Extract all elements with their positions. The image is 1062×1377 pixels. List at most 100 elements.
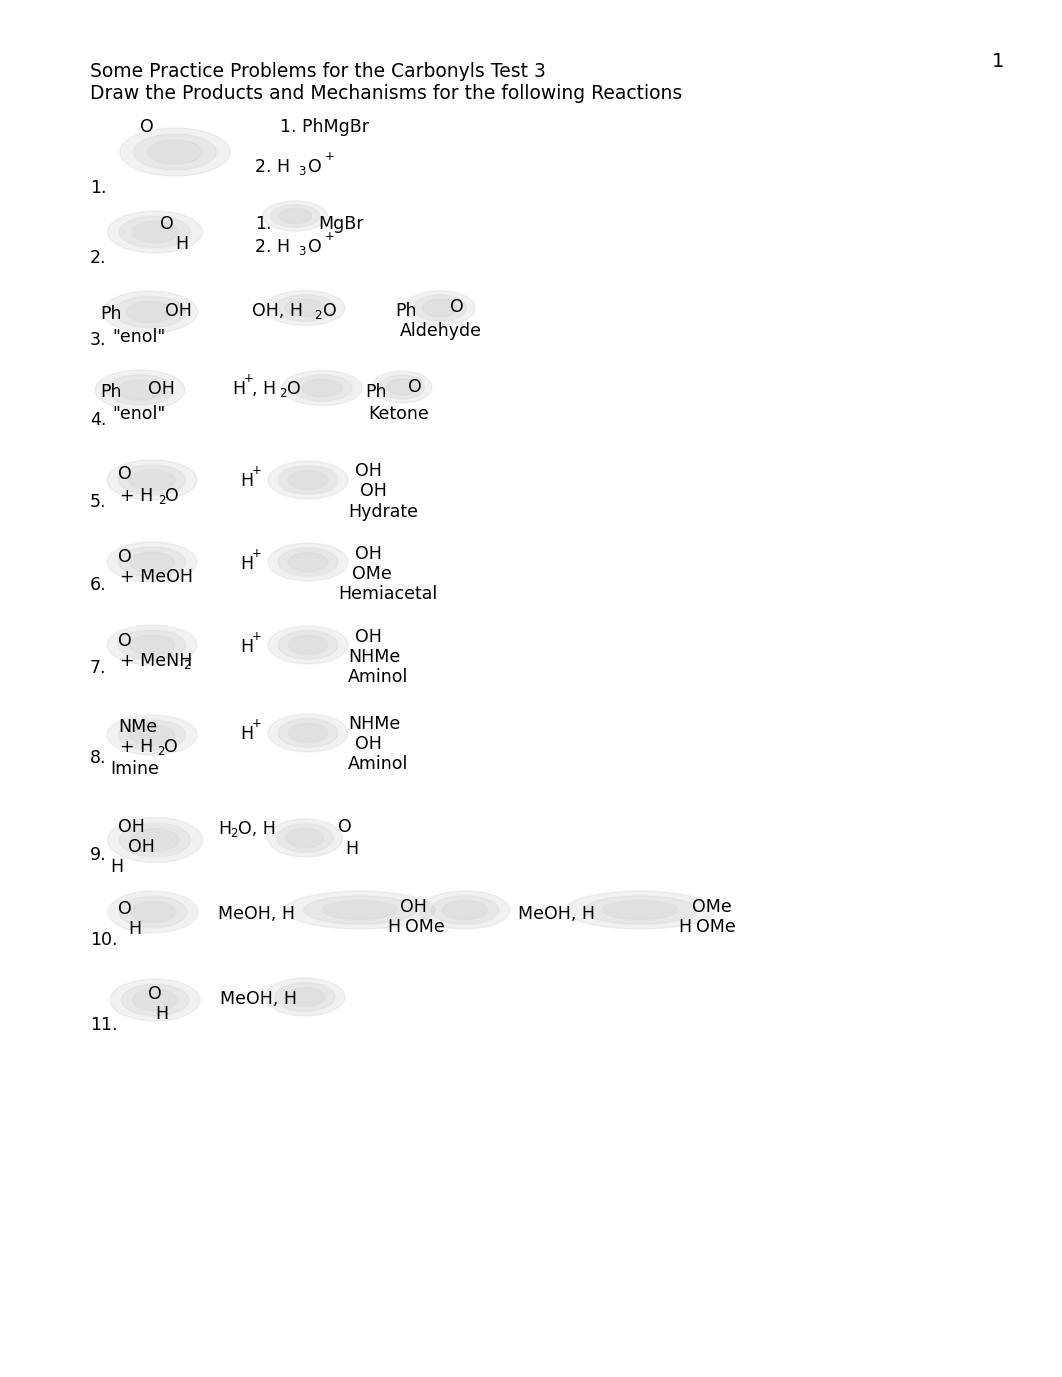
Ellipse shape xyxy=(107,211,203,253)
Text: OH: OH xyxy=(355,545,382,563)
Ellipse shape xyxy=(278,548,338,576)
Text: MgBr: MgBr xyxy=(318,215,363,233)
Text: 2: 2 xyxy=(157,745,165,757)
Ellipse shape xyxy=(285,299,325,317)
Text: O: O xyxy=(338,818,352,836)
Text: 2: 2 xyxy=(183,660,190,672)
Text: NHMe: NHMe xyxy=(348,715,400,733)
Text: H: H xyxy=(218,819,232,839)
Text: 1: 1 xyxy=(992,52,1005,72)
Ellipse shape xyxy=(288,636,328,654)
Text: H: H xyxy=(345,840,358,858)
Text: H: H xyxy=(240,726,253,744)
Ellipse shape xyxy=(292,375,352,401)
Text: 2: 2 xyxy=(230,828,238,840)
Text: H: H xyxy=(155,1005,168,1023)
Ellipse shape xyxy=(288,471,328,489)
Ellipse shape xyxy=(278,631,338,660)
Ellipse shape xyxy=(423,299,458,317)
Text: Ph: Ph xyxy=(395,302,416,319)
Text: "enol": "enol" xyxy=(112,328,166,346)
Text: H: H xyxy=(240,472,253,490)
Ellipse shape xyxy=(107,543,196,582)
Text: +: + xyxy=(252,547,262,560)
Text: OH: OH xyxy=(129,839,155,856)
Text: O: O xyxy=(164,738,177,756)
Text: Aminol: Aminol xyxy=(348,755,409,772)
Text: 3: 3 xyxy=(298,245,306,257)
Ellipse shape xyxy=(103,291,198,333)
Ellipse shape xyxy=(565,891,715,929)
Text: H: H xyxy=(678,918,691,936)
Ellipse shape xyxy=(431,896,499,924)
Text: 10.: 10. xyxy=(90,931,118,949)
Text: Draw the Products and Mechanisms for the following Reactions: Draw the Products and Mechanisms for the… xyxy=(90,84,682,103)
Text: O: O xyxy=(118,632,132,650)
Ellipse shape xyxy=(278,719,338,748)
Ellipse shape xyxy=(115,296,186,328)
Text: OMe: OMe xyxy=(696,918,736,936)
Text: 7.: 7. xyxy=(90,660,106,677)
Text: NMe: NMe xyxy=(118,717,157,735)
Ellipse shape xyxy=(323,901,397,920)
Ellipse shape xyxy=(121,985,189,1016)
Text: 3: 3 xyxy=(298,165,306,178)
Text: OH: OH xyxy=(165,302,192,319)
Text: 9.: 9. xyxy=(90,845,106,863)
Ellipse shape xyxy=(266,291,345,325)
Ellipse shape xyxy=(268,543,348,581)
Text: O, H: O, H xyxy=(238,819,276,839)
Ellipse shape xyxy=(379,375,425,399)
Text: O: O xyxy=(160,215,174,233)
Ellipse shape xyxy=(107,625,196,665)
Ellipse shape xyxy=(95,370,185,410)
Ellipse shape xyxy=(271,205,320,227)
Text: + MeOH: + MeOH xyxy=(120,567,193,587)
Ellipse shape xyxy=(275,295,335,321)
Text: OMe: OMe xyxy=(692,898,732,916)
Text: H: H xyxy=(110,858,123,876)
Ellipse shape xyxy=(304,896,416,924)
Text: Hemiacetal: Hemiacetal xyxy=(338,585,438,603)
Ellipse shape xyxy=(405,291,475,325)
Ellipse shape xyxy=(278,465,338,494)
Text: "enol": "enol" xyxy=(112,405,166,423)
Text: O: O xyxy=(308,158,322,176)
Text: + H: + H xyxy=(120,738,153,756)
Text: O: O xyxy=(118,465,132,483)
Ellipse shape xyxy=(419,891,510,929)
Text: H: H xyxy=(129,920,141,938)
Ellipse shape xyxy=(443,901,487,920)
Ellipse shape xyxy=(118,380,162,399)
Text: OH: OH xyxy=(355,463,382,481)
Text: Aldehyde: Aldehyde xyxy=(400,322,482,340)
Ellipse shape xyxy=(131,902,175,923)
Ellipse shape xyxy=(118,631,186,660)
Ellipse shape xyxy=(268,461,348,498)
Ellipse shape xyxy=(288,552,328,571)
Ellipse shape xyxy=(134,134,217,169)
Text: O: O xyxy=(287,380,301,398)
Ellipse shape xyxy=(584,896,697,924)
Ellipse shape xyxy=(118,465,186,494)
Text: Hydrate: Hydrate xyxy=(348,503,418,521)
Text: MeOH, H: MeOH, H xyxy=(220,990,297,1008)
Text: MeOH, H: MeOH, H xyxy=(518,905,595,923)
Text: Aminol: Aminol xyxy=(348,668,409,686)
Text: +: + xyxy=(252,631,262,643)
Ellipse shape xyxy=(387,379,417,395)
Text: O: O xyxy=(148,985,161,1002)
Text: 1. PhMgBr: 1. PhMgBr xyxy=(280,118,369,136)
Text: 2: 2 xyxy=(158,494,166,507)
Ellipse shape xyxy=(108,891,198,934)
Text: 4.: 4. xyxy=(90,410,106,430)
Ellipse shape xyxy=(288,723,328,742)
Text: 2: 2 xyxy=(279,387,287,399)
Ellipse shape xyxy=(110,979,200,1020)
Ellipse shape xyxy=(130,635,174,655)
Ellipse shape xyxy=(266,978,345,1016)
Ellipse shape xyxy=(126,302,174,322)
Text: OH: OH xyxy=(400,898,427,916)
Text: Imine: Imine xyxy=(110,760,159,778)
Text: Ph: Ph xyxy=(100,304,121,324)
